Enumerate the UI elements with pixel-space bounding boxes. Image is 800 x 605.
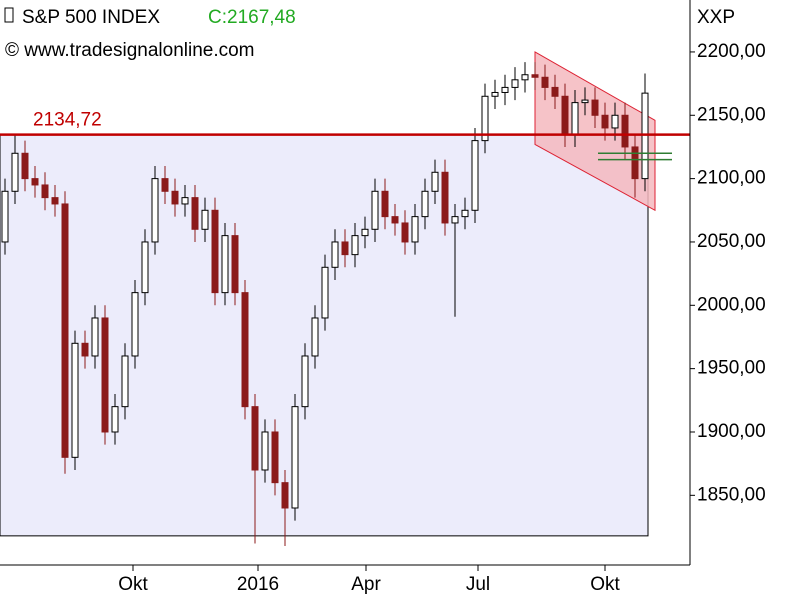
candle-body [531,74,539,78]
candle-body [81,342,89,357]
candle-body [161,178,169,192]
candle-body [391,216,399,224]
candle-body [581,99,589,104]
candle-body [341,241,349,256]
candle-body [241,292,249,408]
candle-body [551,86,559,97]
candle-body [281,482,289,509]
candle-body [211,209,219,294]
candle-body [571,102,579,135]
symbol: XXP [697,7,735,28]
candle-body [261,431,269,471]
y-tick-label: 2000,00 [697,294,766,315]
candle-icon [4,7,14,23]
candle-body [601,114,609,129]
candle-body [231,235,239,294]
chart-title: S&P 500 INDEX [22,7,160,28]
candle-body [631,146,639,180]
x-tick-label: 2016 [237,574,279,595]
y-tick-label: 2200,00 [697,41,766,62]
y-tick-label: 1950,00 [697,358,766,379]
level-label: 2134,72 [33,110,102,131]
candle-body [271,431,279,484]
candle-body [251,406,259,471]
candle-body [351,235,359,256]
candle-body [371,190,379,230]
candle-body [1,190,9,243]
y-tick-label: 2050,00 [697,231,766,252]
y-tick-label: 2150,00 [697,104,766,125]
candle-body [21,152,29,180]
candle-body [171,190,179,205]
candle-body [541,76,549,88]
candle-body [91,317,99,357]
x-tick-label: Apr [351,574,381,595]
candle-body [11,152,19,192]
candle-body [561,95,569,135]
plot-area [0,51,690,546]
candle-body [621,114,629,148]
candle-body [51,197,59,205]
candle-body [61,203,69,458]
candle-body [481,95,489,142]
candle-body [441,171,449,224]
candle-body [291,406,299,509]
candle-body [121,355,129,408]
candle-body [141,241,149,294]
candle-body [41,184,49,199]
candle-body [471,140,479,211]
candle-body [591,99,599,116]
candle-body [181,197,189,205]
candle-body [411,216,419,243]
y-tick-label: 1900,00 [697,421,766,442]
candle-body [361,228,369,237]
candle-body [311,317,319,357]
candle-body [451,216,459,224]
source: © www.tradesignalonline.com [5,40,255,61]
candle-body [461,209,469,218]
candle-body [321,266,329,319]
candle-body [381,190,389,218]
candle-body [191,197,199,230]
x-tick-label: Jul [466,574,490,595]
candle-body [521,74,529,81]
candle-body [331,241,339,268]
candle-body [101,317,109,433]
candle-body [111,406,119,433]
last-close: C:2167,48 [208,7,296,28]
candle-body [221,235,229,294]
candle-body [491,91,499,97]
candle-body [301,355,309,408]
candle-body [131,292,139,357]
candle-body [201,209,209,230]
candle-body [71,342,79,458]
candle-body [501,86,509,93]
x-tick-label: Okt [590,574,620,595]
candle-body [31,178,39,186]
y-tick-label: 1850,00 [697,484,766,505]
y-tick-label: 2100,00 [697,168,766,189]
candle-body [401,222,409,243]
candle-body [151,178,159,243]
candle-body [511,79,519,88]
candle-body [431,171,439,192]
candle-body [421,190,429,218]
candle-body [611,114,619,129]
x-tick-label: Okt [118,574,148,595]
